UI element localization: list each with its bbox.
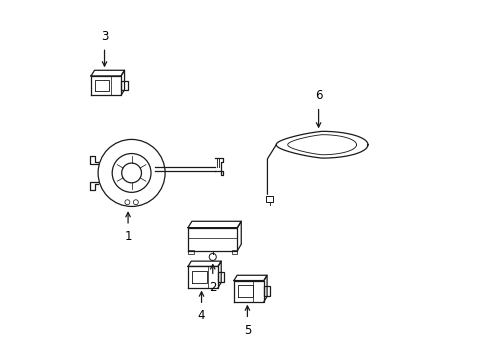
Text: 6: 6 [314, 89, 322, 102]
Text: 2: 2 [208, 281, 216, 294]
Text: 3: 3 [101, 30, 108, 43]
Text: 5: 5 [243, 324, 250, 337]
Text: 4: 4 [197, 310, 205, 323]
Text: 1: 1 [124, 230, 132, 243]
